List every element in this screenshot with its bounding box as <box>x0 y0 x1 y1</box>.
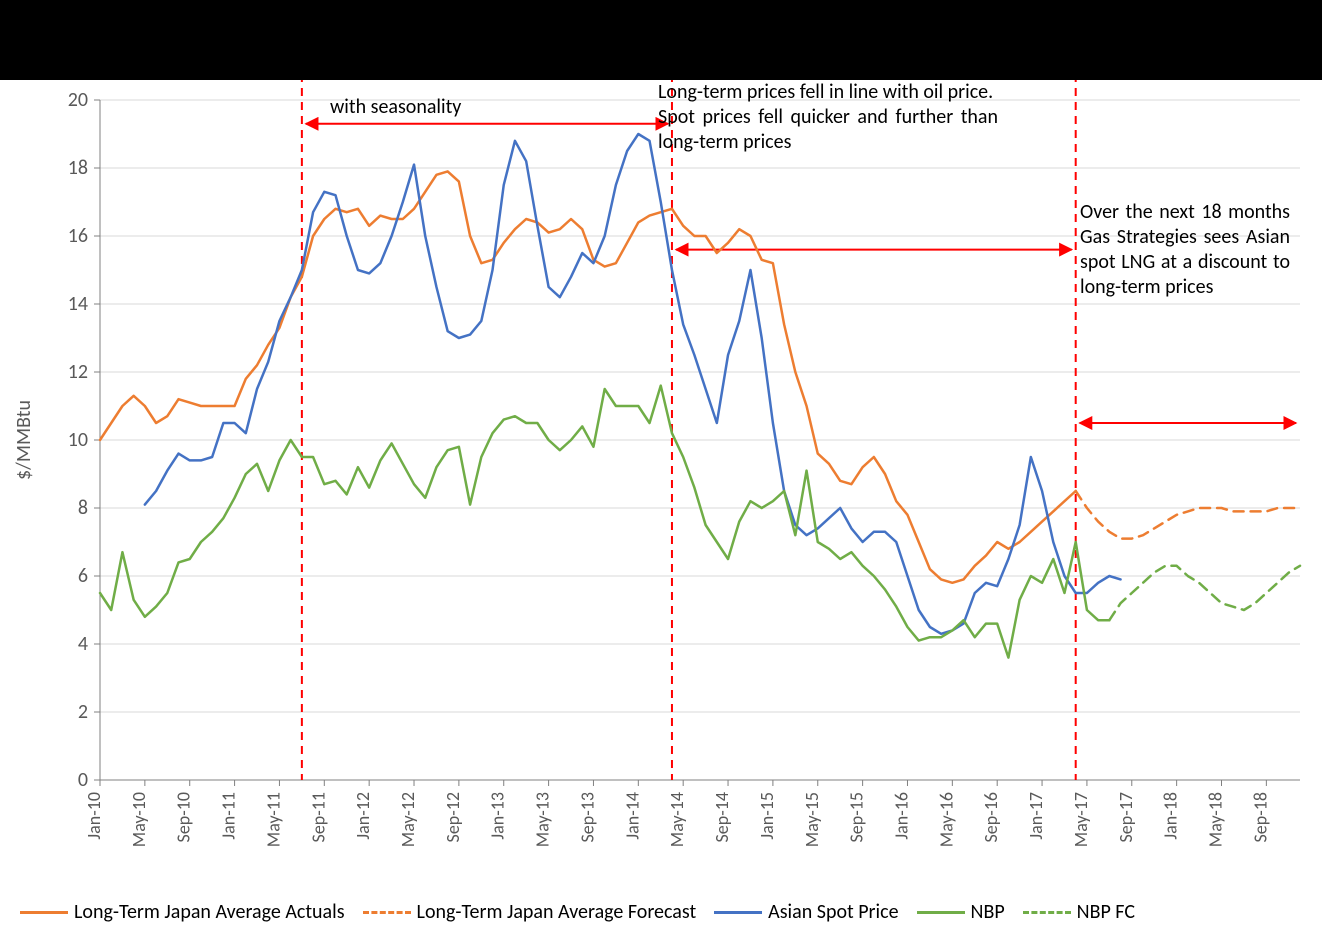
legend-swatch <box>363 911 411 914</box>
svg-text:May-18: May-18 <box>1204 792 1226 847</box>
svg-text:12: 12 <box>68 360 88 384</box>
legend-label: Long-Term Japan Average Actuals <box>74 900 345 924</box>
legend-label: Long-Term Japan Average Forecast <box>417 900 697 924</box>
svg-text:Sep-18: Sep-18 <box>1249 792 1271 842</box>
svg-text:10: 10 <box>68 428 88 452</box>
svg-text:2: 2 <box>78 700 88 724</box>
svg-text:18: 18 <box>68 156 88 180</box>
svg-text:6: 6 <box>78 564 88 588</box>
svg-text:0: 0 <box>78 768 88 792</box>
svg-text:Sep-14: Sep-14 <box>711 792 733 842</box>
annotation-period1: with seasonality <box>330 95 630 120</box>
legend-item-nbp-fc: NBP FC <box>1023 900 1135 924</box>
chart-container: 0 2 4 6 8 10 12 14 16 18 20 Jan-10 May-10 Sep-10 Jan-1… <box>0 0 1322 949</box>
legend-label: NBP <box>971 900 1005 924</box>
legend-item-asian-spot: Asian Spot Price <box>714 900 898 924</box>
legend-swatch <box>714 911 762 914</box>
svg-text:Jan-17: Jan-17 <box>1025 792 1047 840</box>
legend-swatch <box>1023 911 1071 914</box>
svg-text:May-17: May-17 <box>1070 792 1092 847</box>
legend: Long-Term Japan Average Actuals Long-Ter… <box>20 900 1300 924</box>
legend-label: NBP FC <box>1077 900 1135 924</box>
svg-text:4: 4 <box>78 632 88 656</box>
svg-text:Sep-17: Sep-17 <box>1115 792 1137 842</box>
svg-text:Jan-12: Jan-12 <box>352 792 374 840</box>
svg-text:May-11: May-11 <box>262 792 284 847</box>
svg-text:Sep-10: Sep-10 <box>173 792 195 842</box>
legend-item-lt-actuals: Long-Term Japan Average Actuals <box>20 900 345 924</box>
svg-text:Sep-11: Sep-11 <box>307 792 329 842</box>
svg-text:Sep-16: Sep-16 <box>980 792 1002 842</box>
svg-text:20: 20 <box>68 88 88 112</box>
svg-text:May-13: May-13 <box>532 792 554 847</box>
svg-text:May-16: May-16 <box>935 792 957 847</box>
svg-text:May-14: May-14 <box>666 792 688 847</box>
svg-text:May-12: May-12 <box>397 792 419 847</box>
svg-text:Jan-16: Jan-16 <box>890 792 912 840</box>
svg-text:May-15: May-15 <box>801 792 823 847</box>
svg-text:Jan-10: Jan-10 <box>83 792 105 840</box>
svg-text:Sep-15: Sep-15 <box>846 792 868 842</box>
svg-text:Sep-13: Sep-13 <box>576 792 598 842</box>
svg-text:$/MMBtu: $/MMBtu <box>12 400 36 480</box>
svg-text:Jan-11: Jan-11 <box>218 792 240 840</box>
annotation-period3: Over the next 18 months Gas Strategies s… <box>1080 200 1290 300</box>
svg-text:Jan-13: Jan-13 <box>487 792 509 840</box>
legend-swatch <box>20 911 68 914</box>
svg-text:May-10: May-10 <box>128 792 150 847</box>
svg-text:Jan-14: Jan-14 <box>621 792 643 840</box>
svg-text:8: 8 <box>78 496 88 520</box>
svg-text:Jan-18: Jan-18 <box>1160 792 1182 840</box>
legend-label: Asian Spot Price <box>768 900 898 924</box>
svg-text:Sep-12: Sep-12 <box>442 792 464 842</box>
svg-text:16: 16 <box>68 224 88 248</box>
svg-text:14: 14 <box>68 292 88 316</box>
annotation-period2: Long-term prices fell in line with oil p… <box>658 80 998 155</box>
legend-item-nbp: NBP <box>917 900 1005 924</box>
svg-text:Jan-15: Jan-15 <box>756 792 778 840</box>
legend-swatch <box>917 911 965 914</box>
legend-item-lt-forecast: Long-Term Japan Average Forecast <box>363 900 697 924</box>
